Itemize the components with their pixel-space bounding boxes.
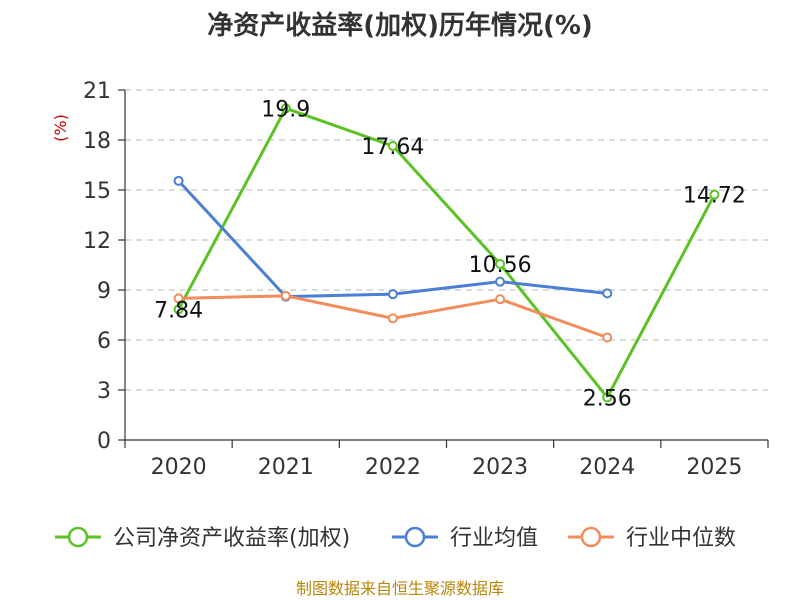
data-point-s1-2024 [602, 288, 613, 299]
y-tick-label-15: 15 [83, 179, 111, 204]
axes: 0 3 6 9 12 15 18 21 2020 2021 2022 2023 2024 2025 [83, 79, 769, 480]
data-labels: 7.84 19.9 17.64 10.56 2.56 14.72 [154, 97, 746, 411]
y-tick-label-6: 6 [97, 329, 111, 354]
data-point-s0-2023 [495, 259, 506, 269]
x-tick-label-2023: 2023 [472, 455, 528, 480]
data-point-s0-2025 [709, 189, 720, 200]
y-tick-label-3: 3 [97, 379, 111, 404]
y-tick-label-18: 18 [83, 129, 111, 154]
series-lines [173, 103, 720, 403]
data-point-s0-2022 [387, 141, 398, 151]
y-tick-label-12: 12 [83, 229, 111, 254]
data-point-s0-2020 [173, 304, 184, 315]
data-point-s2-2022 [387, 313, 398, 324]
data-point-s1-2020 [173, 175, 184, 186]
x-tick-label-2022: 2022 [365, 455, 421, 480]
chart-title: 净资产收益率(加权)历年情况(%) [207, 10, 593, 41]
x-tick-label-2020: 2020 [151, 455, 207, 480]
legend-marker-2 [580, 526, 602, 548]
y-tick-label-21: 21 [83, 79, 111, 104]
y-tick-label-9: 9 [97, 279, 111, 304]
data-point-s1-2023 [495, 276, 506, 287]
data-point-s0-2024 [602, 392, 613, 403]
series-line-0 [177, 106, 716, 399]
data-label-2023: 10.56 [469, 253, 532, 278]
source-note: 制图数据来自恒生聚源数据库 [296, 579, 504, 598]
x-tick-label-2025: 2025 [686, 455, 742, 480]
x-tick-label-2021: 2021 [258, 455, 314, 480]
data-label-2025: 14.72 [683, 184, 746, 209]
data-label-2021: 19.9 [261, 97, 310, 122]
data-label-2022: 17.64 [361, 135, 424, 160]
y-axis-label: (%) [51, 114, 70, 142]
data-point-s1-2022 [387, 289, 398, 300]
data-point-s0-2021 [280, 103, 291, 114]
data-label-2020: 7.84 [154, 298, 203, 323]
data-point-s2-2024 [602, 332, 613, 343]
series-line-1 [177, 179, 608, 299]
legend-label-1: 行业均值 [450, 526, 538, 551]
legend-label-0: 公司净资产收益率(加权) [113, 526, 350, 551]
y-tick-label-0: 0 [97, 429, 111, 454]
data-point-s2-2023 [495, 294, 506, 305]
legend-label-2: 行业中位数 [626, 526, 736, 551]
data-point-s2-2020 [173, 293, 184, 304]
data-point-s2-2021 [280, 290, 291, 301]
legend-marker-0 [67, 526, 89, 548]
x-tick-label-2024: 2024 [579, 455, 635, 480]
legend[interactable]: 公司净资产收益率(加权) 行业均值 行业中位数 [55, 526, 736, 551]
data-label-2024: 2.56 [583, 386, 632, 411]
legend-marker-1 [404, 526, 426, 548]
gridlines [125, 89, 768, 391]
